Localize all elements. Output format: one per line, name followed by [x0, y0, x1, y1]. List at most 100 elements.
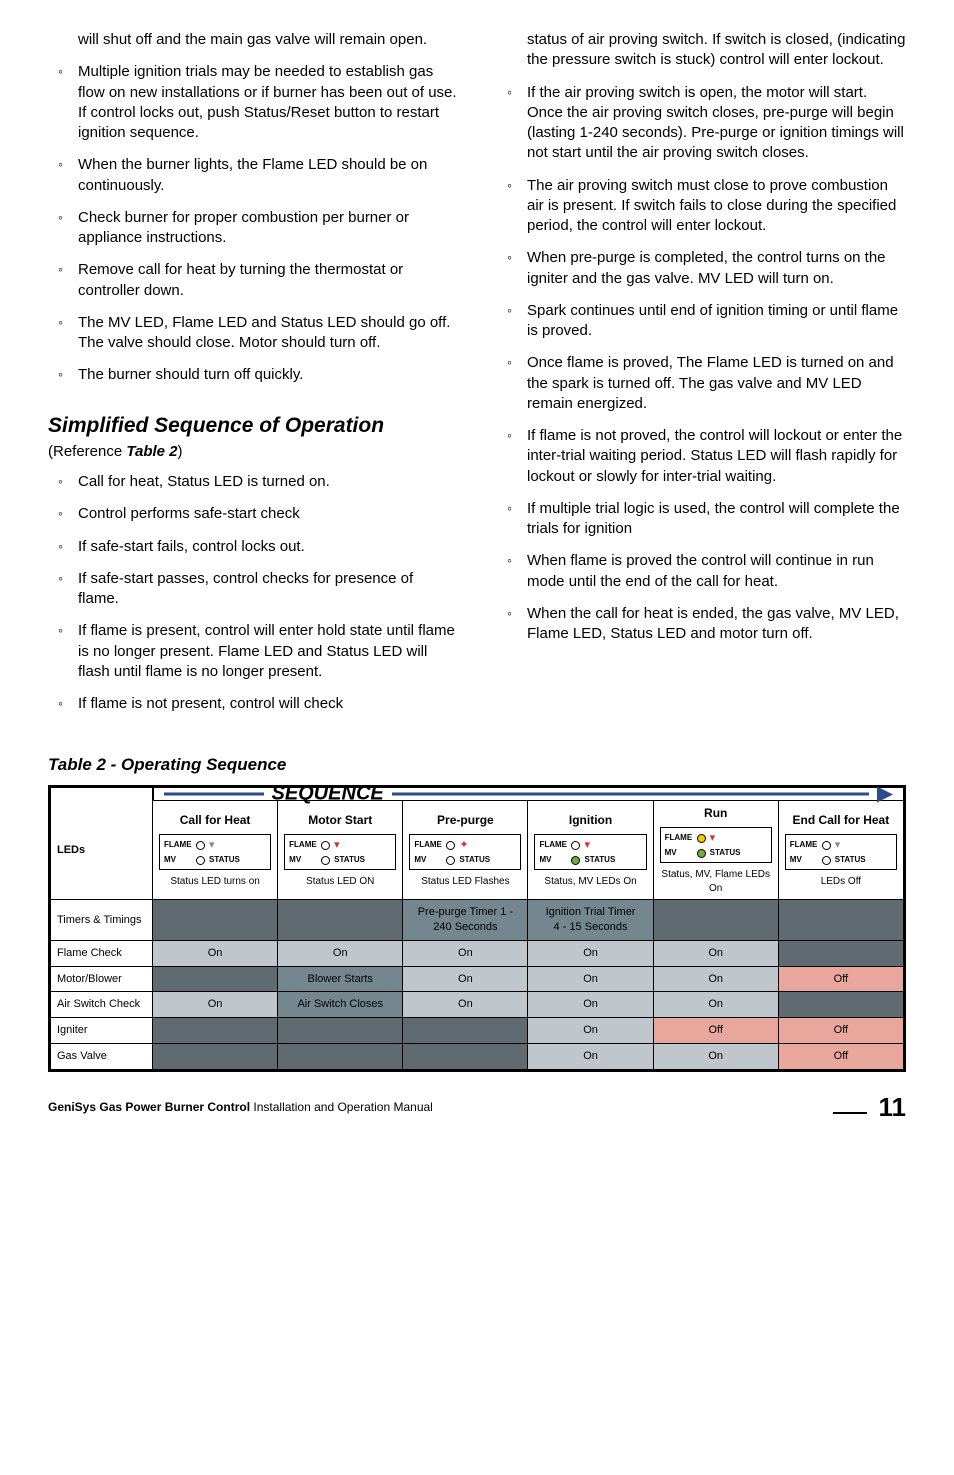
led-circle-icon [321, 856, 330, 865]
stage-sub: Status LED Flashes [409, 872, 521, 889]
cell: On [153, 940, 278, 966]
bullets-b: Call for heat, Status LED is turned on.C… [48, 472, 457, 714]
cell-blank [778, 992, 903, 1018]
led-circle-icon [697, 834, 706, 843]
intro-para-2: status of air proving switch. If switch … [497, 30, 906, 71]
cell: On [403, 940, 528, 966]
bullet-item: When flame is proved the control will co… [497, 551, 906, 592]
cell-prepurge-timer: Pre-purge Timer 1 - 240 Seconds [403, 900, 528, 941]
cell: On [653, 992, 778, 1018]
page-number: 11 [879, 1092, 907, 1122]
cell-blank [153, 966, 278, 992]
stage-cell: Call for HeatFLAME▾MVSTATUSStatus LED tu… [153, 801, 278, 900]
cell-blank [653, 900, 778, 941]
cell-blank [778, 940, 903, 966]
footer-title-bold: GeniSys Gas Power Burner Control [48, 1100, 250, 1114]
led-circle-icon [196, 841, 205, 850]
led-circle-icon [571, 856, 580, 865]
bullet-item: If flame is not present, control will ch… [48, 694, 457, 714]
cell: On [528, 1018, 653, 1044]
bulb-icon: ▾ [209, 838, 215, 853]
led-circle-icon [321, 841, 330, 850]
row-label-motor: Motor/Blower [51, 966, 153, 992]
bullet-item: The MV LED, Flame LED and Status LED sho… [48, 313, 457, 354]
stage-cell: IgnitionFLAME▾MVSTATUS Status, MV LEDs On [528, 801, 653, 900]
led-circle-icon [822, 841, 831, 850]
bullet-item: When the burner lights, the Flame LED sh… [48, 155, 457, 196]
stage-title: Ignition [534, 812, 646, 832]
row-label-igniter: Igniter [51, 1018, 153, 1044]
bulb-icon: ▾ [584, 838, 590, 853]
reference-line: (Reference Table 2) [48, 442, 457, 462]
stage-cell: RunFLAME▾MVSTATUSStatus, MV, Flame LEDs … [653, 801, 778, 900]
divider-icon [833, 1112, 867, 1114]
intro-para: will shut off and the main gas valve wil… [48, 30, 457, 50]
bullets-a: Multiple ignition trials may be needed t… [48, 62, 457, 385]
sequence-label: SEQUENCE [272, 781, 384, 808]
cell: Off [653, 1018, 778, 1044]
bullet-item: Check burner for proper combustion per b… [48, 208, 457, 249]
cell-blank [403, 1044, 528, 1070]
footer-title: GeniSys Gas Power Burner Control Install… [48, 1099, 433, 1115]
bullet-item: When the call for heat is ended, the gas… [497, 604, 906, 645]
cell-blank [153, 1044, 278, 1070]
row-label-flame: Flame Check [51, 940, 153, 966]
cell: On [528, 992, 653, 1018]
cell-blower: Blower Starts [278, 966, 403, 992]
cell-blank [278, 1044, 403, 1070]
stage-title: Pre-purge [409, 812, 521, 832]
cell: On [403, 992, 528, 1018]
sequence-table: SEQUENCE LEDs Call for HeatFLAME▾MVSTATU… [48, 785, 906, 1072]
led-circle-icon [571, 841, 580, 850]
cell: Off [778, 1044, 903, 1070]
bullet-item: If safe-start fails, control locks out. [48, 537, 457, 557]
stage-cell: Motor StartFLAME▾MVSTATUSStatus LED ON [278, 801, 403, 900]
stage-sub: LEDs Off [785, 872, 897, 889]
section-heading: Simplified Sequence of Operation [48, 412, 457, 440]
right-column: status of air proving switch. If switch … [497, 30, 906, 726]
led-box: FLAME▾MVSTATUS [785, 834, 897, 870]
footer-page: 11 [833, 1090, 906, 1125]
stage-title: Motor Start [284, 812, 396, 832]
empty-corner [51, 788, 153, 801]
stage-title: Call for Heat [159, 812, 271, 832]
led-circle-icon [196, 856, 205, 865]
page-footer: GeniSys Gas Power Burner Control Install… [48, 1090, 906, 1125]
cell-blank [278, 900, 403, 941]
bullet-item: If flame is present, control will enter … [48, 621, 457, 682]
bullet-item: If safe-start passes, control checks for… [48, 569, 457, 610]
stage-cell: End Call for HeatFLAME▾MVSTATUSLEDs Off [778, 801, 903, 900]
ref-suffix: ) [178, 443, 183, 460]
bulb-icon: ▾ [334, 838, 340, 853]
cell-blank [403, 1018, 528, 1044]
led-box: FLAME▾MVSTATUS [660, 827, 772, 863]
cell: Off [778, 966, 903, 992]
arrow-bar-right [392, 793, 869, 796]
body-columns: will shut off and the main gas valve wil… [48, 30, 906, 726]
bullet-item: If flame is not proved, the control will… [497, 426, 906, 487]
row-label-gas: Gas Valve [51, 1044, 153, 1070]
stage-cell: Pre-purgeFLAME✦MVSTATUS Status LED Flashe… [403, 801, 528, 900]
cell: On [653, 1044, 778, 1070]
cell: On [528, 940, 653, 966]
table-caption: Table 2 - Operating Sequence [48, 754, 906, 777]
bullet-item: Once flame is proved, The Flame LED is t… [497, 353, 906, 414]
ref-table: Table 2 [126, 443, 177, 460]
row-label-timers: Timers & Timings [51, 900, 153, 941]
bullet-item: If multiple trial logic is used, the con… [497, 499, 906, 540]
led-box: FLAME▾MVSTATUS [534, 834, 646, 870]
stage-sub: Status, MV LEDs On [534, 872, 646, 889]
cell: On [278, 940, 403, 966]
sequence-header: SEQUENCE [153, 788, 904, 801]
cell-blank [778, 900, 903, 941]
row-label-air: Air Switch Check [51, 992, 153, 1018]
led-circle-icon [697, 849, 706, 858]
bullet-item: When pre-purge is completed, the control… [497, 248, 906, 289]
bullet-item: The burner should turn off quickly. [48, 365, 457, 385]
arrow-line: SEQUENCE [164, 781, 894, 808]
led-box: FLAME✦MVSTATUS [409, 834, 521, 870]
bullet-item: Remove call for heat by turning the ther… [48, 260, 457, 301]
led-circle-icon [822, 856, 831, 865]
bulb-icon: ✦ [459, 838, 468, 853]
cell: On [153, 992, 278, 1018]
